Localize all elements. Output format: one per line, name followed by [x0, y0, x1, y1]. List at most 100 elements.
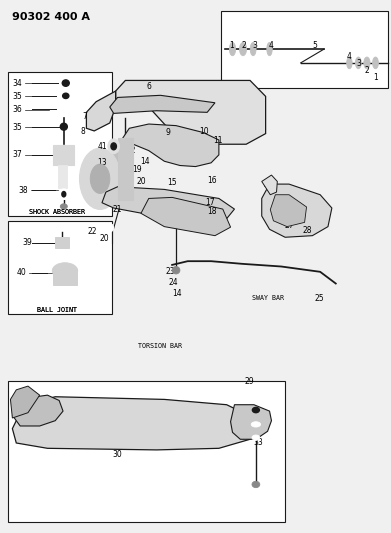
Text: 19: 19 — [132, 165, 142, 174]
Ellipse shape — [230, 43, 236, 56]
Ellipse shape — [80, 148, 120, 209]
Text: BALL JOINT: BALL JOINT — [37, 307, 77, 313]
Ellipse shape — [58, 103, 73, 115]
Ellipse shape — [60, 123, 67, 130]
Text: 2: 2 — [241, 41, 246, 50]
Text: 36: 36 — [13, 105, 22, 114]
Text: 32: 32 — [256, 422, 266, 431]
Ellipse shape — [355, 57, 361, 69]
Text: 23: 23 — [165, 268, 175, 276]
Text: 18: 18 — [208, 207, 217, 216]
Bar — [55, 237, 69, 248]
Ellipse shape — [250, 43, 256, 56]
Polygon shape — [262, 184, 332, 237]
Text: 35: 35 — [13, 123, 22, 132]
Ellipse shape — [58, 189, 70, 199]
Ellipse shape — [172, 266, 180, 274]
Polygon shape — [141, 197, 231, 236]
Polygon shape — [122, 124, 219, 166]
Ellipse shape — [252, 481, 260, 488]
Ellipse shape — [108, 224, 113, 232]
Ellipse shape — [62, 80, 69, 86]
Bar — [58, 165, 67, 188]
Text: 40: 40 — [16, 269, 26, 277]
Bar — [9, 221, 112, 314]
Text: 1: 1 — [373, 72, 378, 82]
Text: 6: 6 — [146, 82, 151, 91]
Ellipse shape — [252, 435, 260, 440]
Text: 29: 29 — [244, 377, 254, 386]
Text: 25: 25 — [315, 294, 324, 303]
Text: 26: 26 — [264, 180, 274, 189]
Polygon shape — [102, 147, 133, 172]
Text: 14: 14 — [140, 157, 150, 166]
Text: 33: 33 — [253, 439, 263, 448]
Bar — [53, 270, 77, 285]
Text: 22: 22 — [88, 227, 97, 236]
Polygon shape — [13, 397, 254, 450]
Text: TORSION BAR: TORSION BAR — [138, 343, 183, 349]
Text: 38: 38 — [18, 186, 28, 195]
Ellipse shape — [60, 204, 67, 209]
Text: 5: 5 — [313, 41, 317, 50]
Ellipse shape — [267, 43, 272, 56]
Text: 3: 3 — [356, 59, 361, 68]
Ellipse shape — [62, 191, 66, 197]
Text: 34: 34 — [13, 78, 22, 87]
Ellipse shape — [347, 57, 352, 69]
Text: SHOCK ABSORBER: SHOCK ABSORBER — [29, 209, 85, 215]
Text: 28: 28 — [303, 227, 312, 236]
Polygon shape — [102, 187, 235, 222]
Text: 10: 10 — [199, 127, 209, 136]
Text: 11: 11 — [213, 136, 223, 145]
Ellipse shape — [63, 93, 69, 99]
Bar — [118, 139, 133, 199]
Polygon shape — [231, 405, 271, 439]
Ellipse shape — [240, 43, 247, 56]
Text: 27: 27 — [285, 221, 294, 230]
Text: BALL JOINT: BALL JOINT — [37, 307, 77, 313]
Text: 37: 37 — [13, 150, 22, 159]
Polygon shape — [270, 195, 307, 227]
Ellipse shape — [108, 139, 120, 154]
Bar — [9, 381, 285, 522]
Text: 90302 400 A: 90302 400 A — [13, 12, 90, 22]
Text: 21: 21 — [113, 205, 122, 214]
Text: 20: 20 — [99, 234, 109, 243]
Ellipse shape — [90, 164, 110, 193]
Ellipse shape — [59, 91, 73, 101]
Ellipse shape — [251, 422, 260, 427]
Text: 3: 3 — [253, 41, 258, 50]
Ellipse shape — [52, 263, 78, 279]
Ellipse shape — [62, 106, 70, 112]
Bar — [221, 11, 388, 88]
Text: 12: 12 — [126, 146, 136, 155]
Text: 30: 30 — [113, 450, 122, 459]
Text: 39: 39 — [22, 238, 32, 247]
Polygon shape — [86, 91, 116, 131]
Text: 20: 20 — [136, 177, 146, 186]
Text: 41: 41 — [97, 142, 107, 151]
Text: 14: 14 — [172, 288, 182, 297]
Text: 4: 4 — [347, 52, 352, 61]
Polygon shape — [262, 175, 277, 195]
Text: 13: 13 — [97, 158, 107, 167]
Polygon shape — [11, 386, 39, 418]
Text: 7: 7 — [82, 112, 87, 121]
Text: 2: 2 — [364, 66, 369, 75]
Text: 8: 8 — [80, 127, 85, 136]
Bar — [53, 146, 74, 165]
Text: 9: 9 — [166, 128, 170, 137]
Ellipse shape — [364, 57, 370, 69]
Ellipse shape — [252, 407, 259, 413]
Text: 16: 16 — [208, 176, 217, 185]
Polygon shape — [13, 395, 63, 426]
Text: SHOCK ABSORBER: SHOCK ABSORBER — [29, 209, 85, 215]
Text: 1: 1 — [230, 41, 234, 50]
Text: 35: 35 — [13, 92, 22, 101]
Text: 15: 15 — [167, 178, 177, 187]
Polygon shape — [110, 95, 215, 114]
Bar — [9, 72, 112, 216]
Text: 4: 4 — [269, 41, 274, 50]
Text: 31: 31 — [256, 408, 266, 417]
